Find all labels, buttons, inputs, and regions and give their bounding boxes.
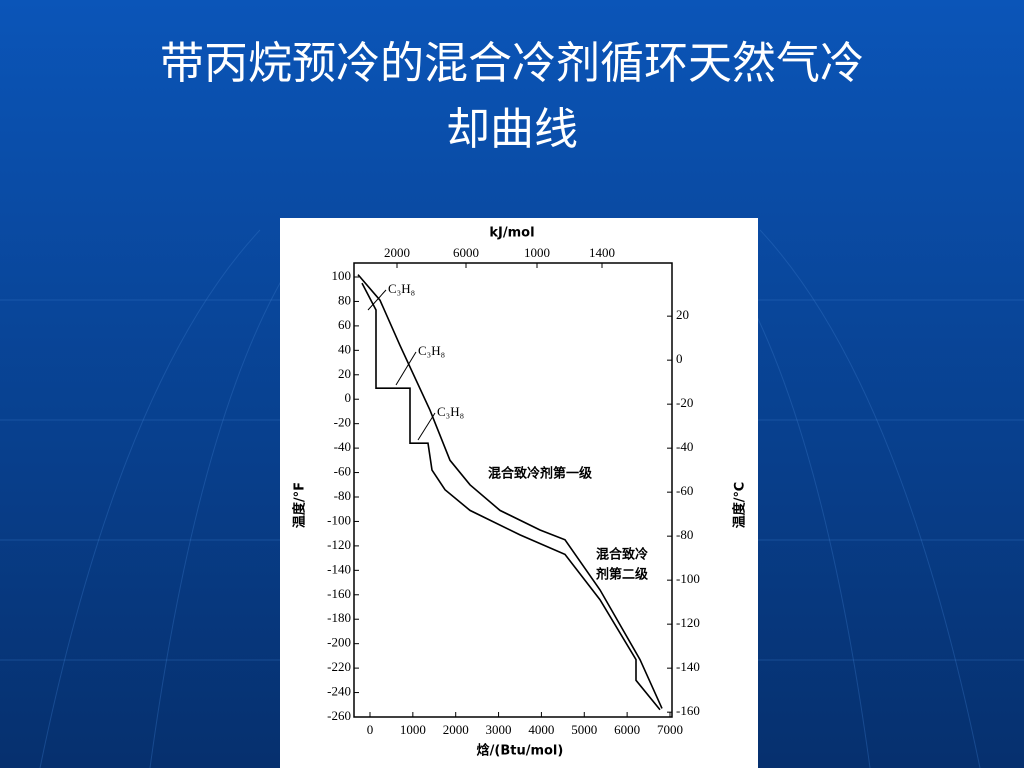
x2-tick-label: 1400 (589, 245, 615, 260)
y2-tick-label: -80 (676, 527, 693, 542)
annotation: C₃H₈ (388, 281, 415, 296)
y-tick-label: -60 (334, 464, 351, 479)
y-tick-label: -140 (327, 561, 351, 576)
x2-tick-label: 1000 (524, 245, 550, 260)
annotation: 混合致冷剂第一级 (488, 466, 593, 482)
y2-tick-label: 20 (676, 307, 689, 322)
y-tick-label: -80 (334, 488, 351, 503)
x2-axis-label: kJ/mol (489, 226, 534, 241)
y-tick-label: 80 (338, 292, 351, 307)
x-tick-label: 6000 (614, 722, 640, 737)
y-tick-label: 100 (332, 268, 352, 283)
y-tick-label: -200 (327, 635, 351, 650)
slide-title: 带丙烷预冷的混合冷剂循环天然气冷却曲线 (160, 38, 864, 155)
annotation: 剂第二级 (595, 567, 649, 583)
x-tick-label: 7000 (657, 722, 683, 737)
figure-panel (280, 218, 758, 768)
y-tick-label: 60 (338, 317, 351, 332)
y-tick-label: 20 (338, 366, 351, 381)
y-tick-label: -20 (334, 415, 351, 430)
y-tick-label: 40 (338, 341, 351, 356)
y2-tick-label: -60 (676, 483, 693, 498)
title-line: 带丙烷预冷的混合冷剂循环天然气冷 (160, 38, 864, 89)
title-line: 却曲线 (446, 104, 578, 155)
y-axis-label: 温度/°F (292, 482, 308, 528)
annotation: 混合致冷 (596, 547, 648, 563)
x-tick-label: 4000 (528, 722, 554, 737)
x-tick-label: 0 (367, 722, 374, 737)
y-tick-label: -260 (327, 708, 351, 723)
x-axis-label: 焓/(Btu/mol) (477, 743, 564, 759)
x-tick-label: 2000 (443, 722, 469, 737)
y-tick-label: -100 (327, 512, 351, 527)
y2-tick-label: -100 (676, 571, 700, 586)
y-tick-label: 0 (345, 390, 352, 405)
y-tick-label: -180 (327, 610, 351, 625)
annotation: C₃H₈ (437, 404, 464, 419)
y2-tick-label: -20 (676, 395, 693, 410)
x-tick-label: 5000 (571, 722, 597, 737)
x2-tick-label: 6000 (453, 245, 479, 260)
y-tick-label: -220 (327, 659, 351, 674)
y2-axis-label: 温度/℃ (732, 482, 748, 529)
y2-tick-label: -160 (676, 703, 700, 718)
y2-tick-label: 0 (676, 351, 683, 366)
y-tick-label: -40 (334, 439, 351, 454)
x-tick-label: 3000 (486, 722, 512, 737)
x-tick-label: 1000 (400, 722, 426, 737)
y2-tick-label: -40 (676, 439, 693, 454)
x2-tick-label: 2000 (384, 245, 410, 260)
annotation: C₃H₈ (418, 343, 445, 358)
series-line (361, 282, 661, 711)
series-line (357, 274, 663, 709)
y2-tick-label: -140 (676, 659, 700, 674)
y-tick-label: -160 (327, 586, 351, 601)
y-tick-label: -240 (327, 684, 351, 699)
y2-tick-label: -120 (676, 615, 700, 630)
y-tick-label: -120 (327, 537, 351, 552)
plot-frame (353, 262, 673, 718)
